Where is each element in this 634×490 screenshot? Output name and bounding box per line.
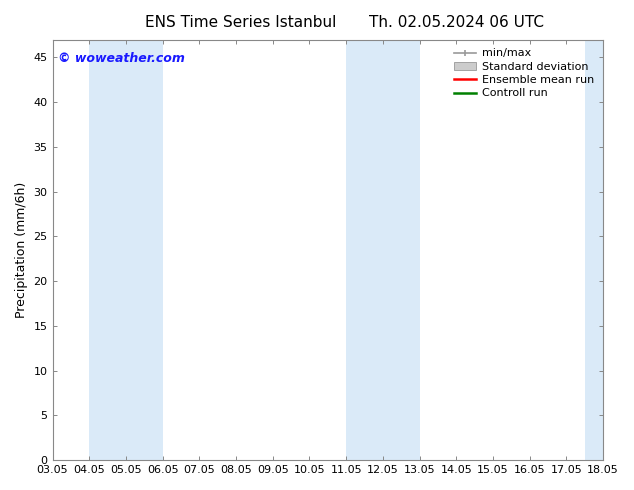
Text: ENS Time Series Istanbul: ENS Time Series Istanbul bbox=[145, 15, 337, 30]
Bar bbox=[89, 40, 163, 460]
Legend: min/max, Standard deviation, Ensemble mean run, Controll run: min/max, Standard deviation, Ensemble me… bbox=[451, 45, 598, 102]
Bar bbox=[346, 40, 420, 460]
Bar bbox=[585, 40, 603, 460]
Text: Th. 02.05.2024 06 UTC: Th. 02.05.2024 06 UTC bbox=[369, 15, 544, 30]
Text: © woweather.com: © woweather.com bbox=[58, 52, 185, 65]
Y-axis label: Precipitation (mm/6h): Precipitation (mm/6h) bbox=[15, 182, 28, 318]
